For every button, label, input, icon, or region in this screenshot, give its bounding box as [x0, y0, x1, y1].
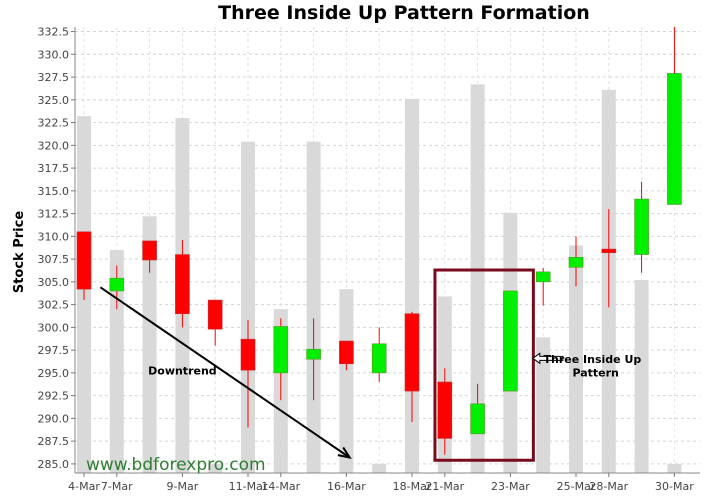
y-tick-label: 302.5: [38, 299, 70, 312]
candlesticks: [76, 27, 682, 455]
downtrend-arrow-line: [99, 286, 351, 459]
y-tick-label: 322.5: [38, 117, 70, 130]
y-axis-label: Stock Price: [12, 211, 27, 293]
x-tick-label: 4-Mar: [68, 480, 100, 493]
annotation-label: Three Inside Up: [544, 353, 642, 366]
y-tick-label: 287.5: [38, 435, 70, 448]
candle-body-down: [601, 248, 617, 254]
candle-body-down: [339, 340, 354, 365]
volume-bar: [569, 245, 583, 473]
candle-body-down: [207, 299, 223, 330]
pattern-pointer-arrow: [531, 352, 564, 365]
y-tick-label: 325.0: [38, 94, 70, 107]
x-tick-label: 14-Mar: [261, 480, 300, 493]
x-tick-label: 11-Mar: [229, 480, 268, 493]
y-tick-label: 330.0: [38, 48, 70, 61]
x-tick-label: 7-Mar: [101, 480, 133, 493]
pattern-highlight-box: [433, 268, 535, 462]
y-tick-label: 332.5: [38, 26, 70, 39]
x-tick-label: 30-Mar: [655, 480, 694, 493]
volume-bar: [372, 463, 387, 473]
volume-bar: [306, 141, 321, 473]
annotation-label: Pattern: [572, 367, 618, 380]
volume-bar: [142, 216, 157, 473]
y-tick-label: 315.0: [38, 185, 70, 198]
y-tick-label: 307.5: [38, 253, 70, 266]
candle-body-up: [371, 343, 387, 374]
y-tick-label: 295.0: [38, 367, 70, 380]
y-tick-label: 312.5: [38, 208, 70, 221]
watermark-text: www.bdforexpro.com: [86, 455, 266, 475]
candle-body-down: [240, 338, 256, 371]
volume-bar: [470, 84, 485, 473]
candle-body-down: [142, 240, 157, 261]
y-tick-label: 292.5: [38, 390, 70, 403]
candle-body-down: [437, 381, 453, 439]
candle-body-up: [109, 277, 125, 292]
volume-bar: [339, 289, 354, 473]
x-tick-label: 18-Mar: [393, 480, 432, 493]
downtrend-arrow-head: [337, 446, 352, 459]
y-tick-label: 290.0: [38, 412, 70, 425]
x-tick-label: 25-Mar: [557, 480, 596, 493]
candle-body-down: [175, 254, 190, 315]
annotation-label: Downtrend: [148, 365, 217, 378]
chart-title: Three Inside Up Pattern Formation: [218, 2, 590, 24]
volume-bar: [667, 463, 682, 473]
y-tick-label: 285.0: [38, 458, 70, 471]
y-tick-label: 305.0: [38, 276, 70, 289]
x-tick-label: 21-Mar: [425, 480, 464, 493]
volume-bar: [208, 463, 223, 473]
x-tick-label: 28-Mar: [589, 480, 628, 493]
candle-body-up: [535, 271, 551, 283]
candle-body-up: [634, 198, 649, 255]
candle-body-up: [273, 326, 289, 374]
candle-body-up: [306, 348, 321, 360]
y-tick-label: 310.0: [38, 230, 70, 243]
x-tick-label: 16-Mar: [327, 480, 366, 493]
candle-body-up: [503, 290, 518, 392]
axes: 285.0 287.5 290.0 292.5 295.0 297.5 300.0 302.5…: [38, 26, 700, 493]
y-tick-label: 327.5: [38, 71, 70, 84]
volume-bar: [109, 250, 124, 473]
candle-body-up: [667, 73, 682, 205]
volume-bar: [536, 337, 551, 473]
y-tick-label: 320.0: [38, 139, 70, 152]
volume-bar: [634, 280, 649, 473]
candle-body-down: [76, 231, 92, 290]
y-tick-label: 297.5: [38, 344, 70, 357]
y-tick-label: 317.5: [38, 162, 70, 175]
y-tick-label: 300.0: [38, 321, 70, 334]
x-tick-label: 9-Mar: [167, 480, 199, 493]
candle-body-up: [568, 256, 584, 268]
candle-body-down: [404, 313, 420, 392]
x-tick-label: 23-Mar: [491, 480, 530, 493]
candle-body-up: [470, 403, 485, 435]
